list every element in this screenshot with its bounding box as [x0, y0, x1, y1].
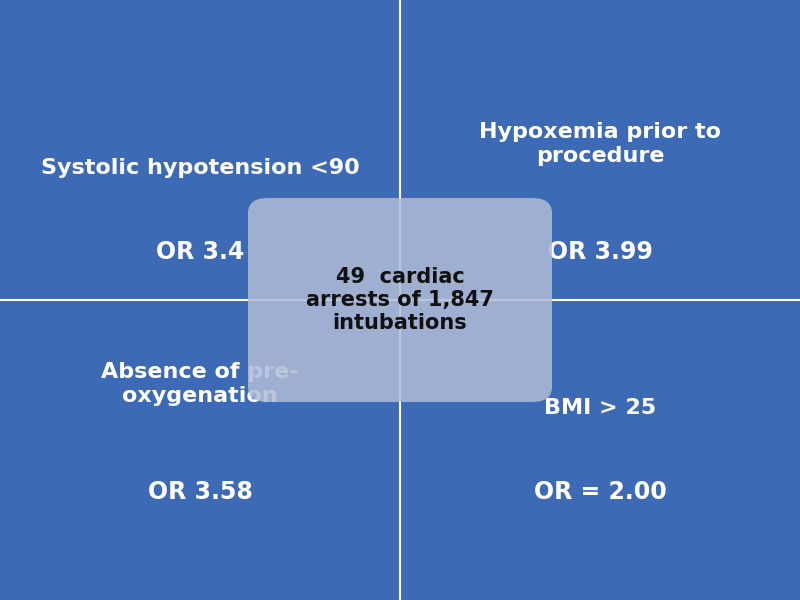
Text: Hypoxemia prior to
procedure: Hypoxemia prior to procedure	[479, 122, 721, 166]
Text: OR = 2.00: OR = 2.00	[534, 480, 666, 504]
Text: OR 3.99: OR 3.99	[547, 240, 653, 264]
Text: BMI > 25: BMI > 25	[544, 398, 656, 418]
Text: 49  cardiac
arrests of 1,847
intubations: 49 cardiac arrests of 1,847 intubations	[306, 267, 494, 333]
Text: Absence of pre-
oxygenation: Absence of pre- oxygenation	[101, 362, 299, 406]
Text: Systolic hypotension <90: Systolic hypotension <90	[41, 158, 359, 178]
Text: OR 3.58: OR 3.58	[147, 480, 253, 504]
FancyBboxPatch shape	[248, 198, 552, 402]
Text: OR 3.4: OR 3.4	[156, 240, 244, 264]
